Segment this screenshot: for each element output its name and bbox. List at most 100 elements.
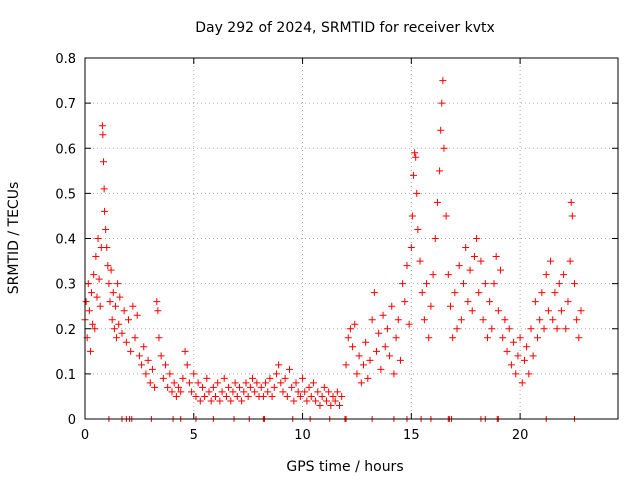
data-point (231, 379, 239, 387)
x-tick-label: 15 (403, 428, 420, 443)
data-point (106, 298, 114, 306)
data-point (566, 257, 574, 265)
data-point (413, 189, 421, 197)
data-point (510, 338, 518, 346)
data-point (259, 392, 267, 400)
data-point (331, 397, 339, 405)
data-point (281, 374, 289, 382)
data-point (84, 280, 92, 288)
data-point (105, 280, 113, 288)
data-point (410, 171, 418, 179)
data-point (299, 374, 307, 382)
data-point (505, 325, 513, 333)
data-point (327, 401, 335, 409)
data-point (170, 379, 178, 387)
data-point (155, 334, 163, 342)
data-point (242, 379, 250, 387)
data-point (501, 316, 509, 324)
data-point (388, 302, 396, 310)
data-point (492, 253, 500, 261)
data-point (351, 320, 359, 328)
data-point (118, 329, 126, 337)
data-point (179, 374, 187, 382)
data-point (425, 334, 433, 342)
data-point (220, 374, 228, 382)
data-point (268, 392, 276, 400)
data-point (329, 392, 337, 400)
data-point (201, 392, 209, 400)
data-point (89, 320, 97, 328)
data-point (82, 298, 90, 306)
data-point (114, 280, 122, 288)
data-point (101, 207, 109, 215)
data-point (534, 334, 542, 342)
data-point (307, 392, 315, 400)
data-point (209, 383, 217, 391)
data-point (135, 352, 143, 360)
data-point (440, 144, 448, 152)
data-point (205, 388, 213, 396)
data-point (353, 370, 361, 378)
data-point (159, 374, 167, 382)
data-point (338, 392, 346, 400)
y-tick-label: 0.7 (55, 97, 76, 112)
data-point (364, 374, 372, 382)
data-point (464, 298, 472, 306)
data-point (486, 298, 494, 306)
data-point (207, 397, 215, 405)
data-point (120, 307, 128, 315)
data-point (470, 253, 478, 261)
data-point (127, 347, 135, 355)
data-point (85, 307, 93, 315)
data-point (115, 320, 123, 328)
data-point (292, 379, 300, 387)
data-point (375, 329, 383, 337)
data-point (325, 388, 333, 396)
data-point (290, 397, 298, 405)
data-point (444, 271, 452, 279)
data-point (94, 235, 102, 242)
data-point (185, 379, 193, 387)
data-point (499, 334, 507, 342)
x-tick-label: 0 (81, 428, 89, 443)
data-point (514, 352, 522, 360)
data-point (249, 374, 257, 382)
data-point (453, 325, 461, 333)
data-point (98, 122, 106, 130)
y-tick-label: 0.1 (55, 368, 76, 383)
data-point (227, 397, 235, 405)
data-point (368, 316, 376, 324)
data-point (244, 392, 252, 400)
data-point (99, 131, 107, 139)
data-point (203, 374, 211, 382)
data-point (466, 266, 474, 274)
data-point (288, 383, 296, 391)
data-point (488, 325, 496, 333)
data-point (355, 352, 363, 360)
data-point (102, 225, 110, 233)
data-point (253, 379, 261, 387)
data-point (140, 343, 148, 351)
data-point (322, 397, 330, 405)
data-point (181, 347, 189, 355)
data-point (477, 257, 485, 265)
data-point (468, 307, 476, 315)
data-point (216, 397, 224, 405)
data-point (577, 307, 585, 315)
data-point (196, 397, 204, 405)
data-point (109, 289, 117, 297)
data-point (446, 302, 454, 310)
data-point (164, 383, 172, 391)
data-point (233, 392, 241, 400)
data-point (294, 388, 302, 396)
plot-frame (84, 57, 619, 420)
data-point (403, 262, 411, 270)
data-point (133, 311, 141, 319)
data-point (161, 361, 169, 369)
data-point (188, 388, 196, 396)
data-point (423, 280, 431, 288)
data-point (520, 356, 528, 364)
y-tick-label: 0.3 (55, 278, 76, 293)
data-point (218, 388, 226, 396)
data-point (420, 316, 428, 324)
